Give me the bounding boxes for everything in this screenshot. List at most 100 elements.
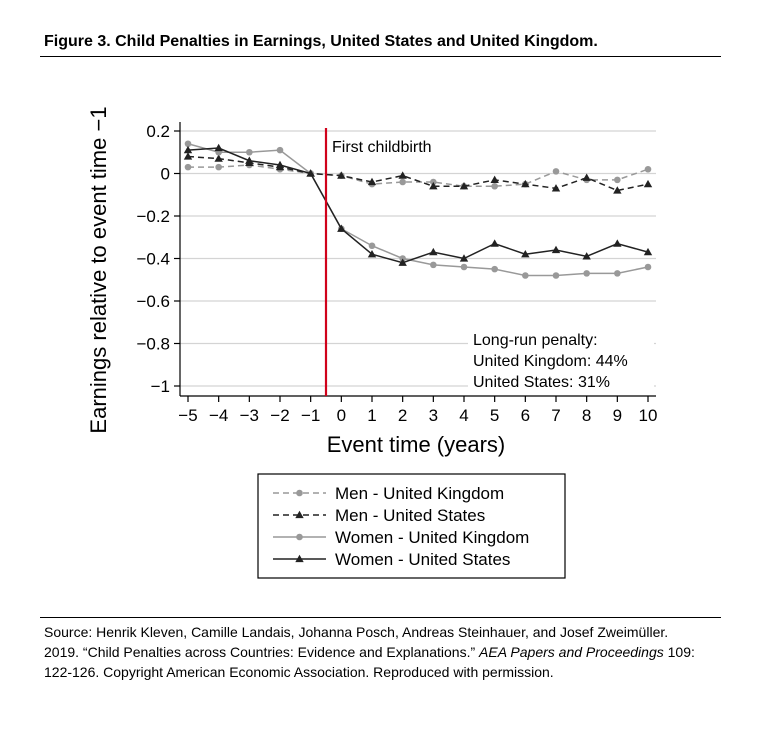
source-text: Source: Henrik Kleven, Camille Landais, … [44, 624, 669, 660]
data-point [399, 178, 406, 186]
data-point [337, 171, 346, 179]
data-point [214, 143, 223, 152]
figure-title: Figure 3. Child Penalties in Earnings, U… [44, 33, 598, 50]
data-point [643, 179, 653, 188]
series-line [187, 143, 649, 277]
data-point [490, 239, 499, 247]
data-point [183, 145, 193, 154]
x-tick-label: −3 [240, 406, 259, 425]
data-point [551, 184, 561, 192]
data-point [644, 263, 652, 271]
series-line [187, 155, 649, 192]
penalty-annotation: Long-run penalty: United Kingdom: 44% Unit… [468, 325, 654, 393]
source-text-end: 109: 122-126. Copyright American Economi… [44, 644, 695, 680]
legend-marker [295, 510, 304, 519]
legend-marker [296, 489, 303, 497]
series-lines [183, 140, 653, 279]
data-point [551, 245, 561, 254]
x-tick-label: 2 [398, 406, 407, 425]
series-women-united-kingdom [184, 140, 652, 279]
data-point [459, 254, 469, 262]
legend: Men - United Kingdom Men - United States W… [257, 473, 566, 579]
legend-label: Men - United Kingdom [335, 484, 504, 503]
annotation-background [468, 325, 654, 393]
series-women-united-states [183, 143, 653, 266]
data-point [184, 163, 192, 171]
data-point [552, 168, 560, 175]
data-point [582, 173, 591, 181]
data-point [490, 175, 499, 184]
legend-label: Women - United States [335, 550, 510, 569]
data-point [430, 178, 437, 186]
x-tick-label: 9 [613, 406, 622, 425]
source-rule [40, 617, 721, 618]
x-tick-label: −5 [178, 406, 197, 425]
y-tick-label: −0.2 [136, 207, 170, 226]
data-point [367, 177, 377, 186]
data-point [522, 272, 529, 279]
x-axis-title: Event time (years) [327, 432, 506, 457]
x-tick-label: 4 [459, 406, 468, 425]
data-point [275, 160, 285, 169]
data-point [460, 263, 468, 271]
data-point [276, 146, 284, 154]
source-note: Source: Henrik Kleven, Camille Landais, … [44, 622, 704, 682]
x-tick-label: −1 [301, 406, 320, 425]
data-point [398, 171, 407, 179]
y-tick-label: −0.8 [136, 335, 170, 354]
x-tick-label: 3 [429, 406, 438, 425]
data-point [521, 250, 530, 258]
data-point [491, 182, 498, 190]
y-tick-label: 0 [161, 165, 170, 184]
data-point [306, 169, 315, 177]
x-tick-label: 7 [551, 406, 560, 425]
data-point [583, 270, 590, 277]
axes: 0.2 0 −0.2 −0.4 −0.6 −0.8 −1 −5 −4 −3 −2 −1 0 1 2 3 4 5 6 7… [86, 106, 657, 457]
y-tick-label: −0.4 [136, 250, 170, 269]
data-point [644, 165, 652, 173]
series-men-united-states [183, 152, 653, 194]
data-point [368, 242, 376, 250]
data-point [459, 182, 469, 190]
legend-marker [296, 533, 303, 541]
data-point [184, 140, 192, 148]
data-point [183, 152, 193, 160]
data-point [430, 261, 437, 269]
series-men-united-kingdom [184, 161, 652, 190]
x-tick-label: 5 [490, 406, 499, 425]
data-point [582, 252, 591, 260]
data-point [399, 255, 406, 262]
y-tick-label: −1 [151, 377, 170, 396]
x-tick-label: 8 [582, 406, 591, 425]
legend-label: Women - United Kingdom [335, 528, 529, 547]
x-tick-label: −2 [270, 406, 289, 425]
y-tick-label: 0.2 [146, 122, 170, 141]
legend-label: Men - United States [335, 506, 485, 525]
data-point [367, 250, 377, 258]
data-point [643, 247, 653, 256]
x-tick-label: 10 [639, 406, 658, 425]
data-point [614, 176, 621, 184]
annotation-line: Long-run penalty: [473, 332, 598, 349]
series-line [187, 147, 649, 264]
data-point [614, 270, 621, 277]
x-tick-label: 1 [367, 406, 376, 425]
event-line-group: First childbirth [324, 128, 432, 396]
legend-box [257, 473, 566, 579]
data-point [429, 182, 438, 190]
data-point [337, 224, 346, 232]
event-line-label: First childbirth [332, 139, 432, 156]
data-point [521, 179, 530, 188]
data-point [613, 239, 622, 247]
data-point [552, 272, 560, 279]
title-rule [40, 56, 721, 57]
x-tick-label: −4 [209, 406, 228, 425]
series-line [188, 164, 649, 187]
data-point [245, 156, 254, 164]
data-point [215, 163, 222, 171]
data-point [491, 265, 498, 273]
data-point [398, 258, 407, 266]
data-point [214, 154, 223, 162]
data-point [429, 247, 438, 256]
legend-marker [295, 554, 304, 563]
